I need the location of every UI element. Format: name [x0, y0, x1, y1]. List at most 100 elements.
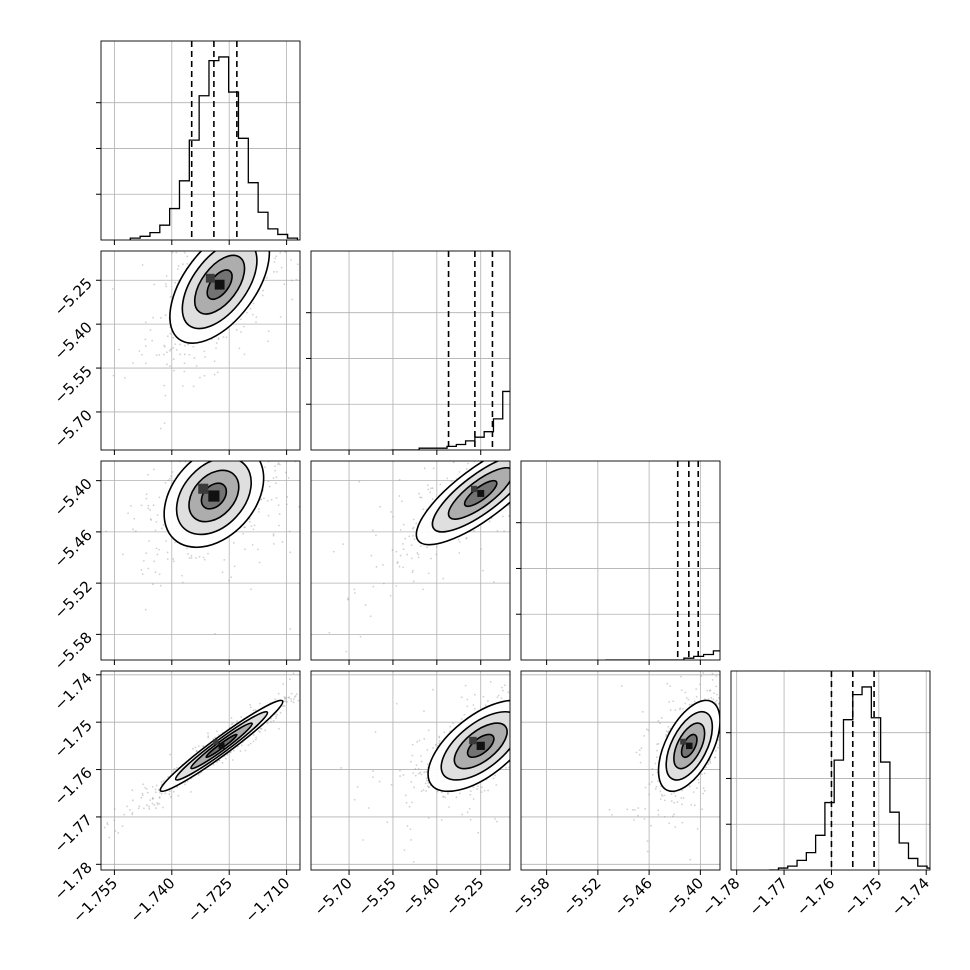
scatter-point: [160, 792, 163, 795]
scatter-point: [542, 427, 544, 429]
scatter-point: [244, 440, 246, 442]
scatter-point: [246, 311, 248, 314]
scatter-point: [217, 242, 219, 244]
scatter-point: [254, 208, 256, 210]
scatter-point: [512, 798, 514, 800]
x-tick-label: −1.76: [793, 874, 838, 919]
scatter-point: [147, 473, 149, 476]
scatter-point: [654, 762, 657, 765]
scatter-point: [358, 480, 361, 483]
scatter-point: [263, 406, 265, 408]
scatter-point: [199, 376, 201, 379]
x-tick-label: −1.78: [698, 874, 743, 919]
scatter-point: [260, 230, 262, 232]
scatter-point: [129, 808, 131, 811]
scatter-point: [402, 774, 405, 776]
scatter-point: [535, 490, 537, 492]
scatter-point: [252, 235, 254, 237]
scatter-point: [296, 263, 299, 266]
scatter-point: [500, 697, 503, 700]
scatter-point: [132, 362, 134, 364]
scatter-point: [660, 793, 663, 796]
scatter-point: [420, 760, 423, 763]
scatter-point: [410, 557, 413, 560]
scatter-point: [210, 459, 212, 461]
scatter-point: [669, 380, 671, 382]
scatter-point: [88, 463, 90, 465]
scatter-point: [221, 452, 223, 454]
scatter-point: [419, 545, 422, 548]
scatter-point: [493, 458, 495, 460]
scatter-point: [155, 547, 158, 550]
scatter-point: [294, 695, 297, 697]
scatter-point: [175, 348, 178, 351]
scatter-point: [260, 727, 263, 730]
scatter-point: [188, 557, 191, 559]
scatter-point: [458, 471, 461, 473]
scatter-point: [480, 548, 483, 551]
scatter-point: [526, 720, 528, 722]
scatter-point: [531, 724, 533, 726]
scatter-point: [148, 805, 150, 808]
scatter-point: [412, 580, 415, 583]
y-tick-label: −5.52: [51, 577, 96, 622]
scatter-point: [517, 477, 519, 479]
scatter-point: [389, 117, 391, 119]
scatter-point: [159, 427, 162, 430]
scatter-point: [162, 779, 165, 782]
scatter-point: [190, 557, 193, 559]
histogram-panel-3: [516, 460, 721, 665]
scatter-point: [281, 541, 284, 543]
scatter-point: [525, 468, 527, 470]
scatter-point: [560, 434, 562, 436]
scatter-point: [530, 439, 532, 441]
scatter-point: [528, 436, 530, 438]
scatter-point: [144, 345, 147, 348]
scatter-point: [207, 736, 210, 739]
scatter-point: [171, 471, 174, 473]
scatter-point: [513, 731, 515, 733]
scatter-point: [515, 458, 517, 460]
scatter-point: [266, 161, 268, 163]
x-tick-label: −5.25: [442, 874, 487, 919]
scatter-point: [179, 456, 181, 458]
scatter-point: [512, 729, 514, 731]
scatter-point: [526, 732, 528, 734]
scatter-point: [231, 759, 234, 761]
scatter-point: [258, 731, 261, 733]
y-tick-label: −5.40: [51, 318, 96, 363]
scatter-point: [538, 445, 540, 447]
scatter-point: [547, 432, 549, 434]
scatter-point: [518, 461, 520, 463]
scatter-point: [168, 428, 170, 430]
scatter-point: [510, 475, 512, 477]
scatter-point: [224, 245, 226, 247]
scatter-point: [428, 786, 430, 789]
scatter-point: [77, 576, 79, 578]
scatter-point: [235, 237, 237, 239]
y-tick-label: −5.70: [51, 406, 96, 451]
scatter-point: [477, 785, 479, 788]
scatter-point: [606, 401, 608, 403]
scatter-point: [181, 574, 183, 577]
scatter-point: [153, 804, 156, 806]
scatter-point: [242, 325, 245, 328]
scatter-point: [149, 799, 152, 802]
scatter-point: [353, 588, 356, 591]
scatter-point: [282, 705, 284, 707]
scatter-point: [177, 265, 180, 267]
scatter-point: [317, 665, 319, 667]
scatter-point: [267, 340, 269, 343]
scatter-point: [322, 684, 324, 686]
scatter-point: [176, 268, 179, 270]
scatter-point: [258, 561, 261, 564]
scatter-point: [285, 503, 288, 506]
scatter-point: [367, 807, 370, 809]
scatter-point: [239, 447, 241, 449]
scatter-point: [466, 698, 469, 701]
y-tick-label: −5.46: [51, 526, 96, 571]
scatter-point: [488, 445, 490, 447]
scatter-point: [250, 452, 252, 454]
scatter-point: [443, 731, 446, 734]
scatter-point: [131, 799, 134, 802]
